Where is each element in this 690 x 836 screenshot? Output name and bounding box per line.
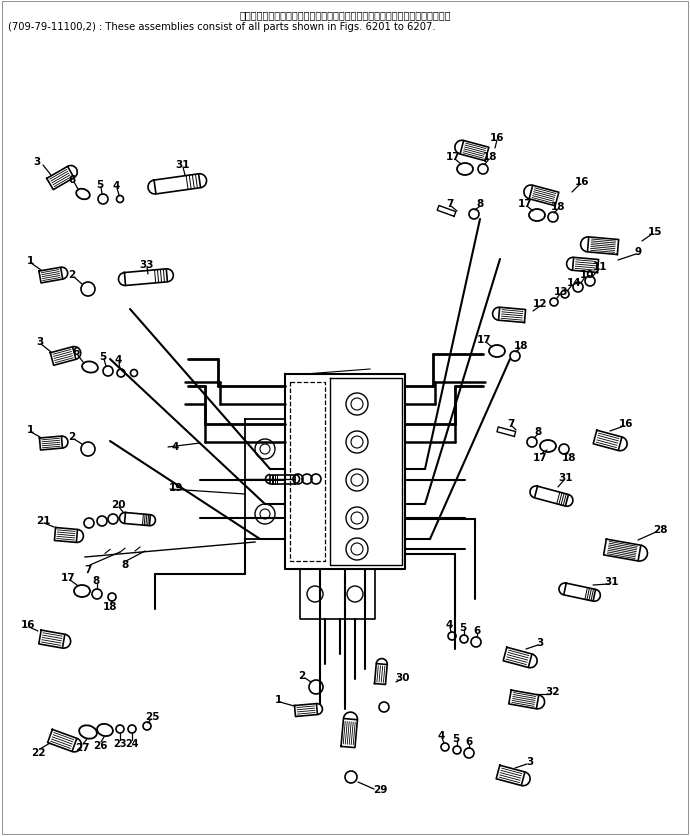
Text: 4: 4 (115, 354, 121, 364)
Text: 7: 7 (446, 199, 454, 209)
Text: 6: 6 (72, 347, 79, 357)
Text: 21: 21 (36, 515, 50, 525)
Text: 31: 31 (604, 576, 619, 586)
Text: 4: 4 (171, 441, 179, 451)
Text: 17: 17 (477, 334, 491, 344)
Text: 13: 13 (554, 287, 569, 297)
Text: 7: 7 (507, 419, 515, 429)
Text: 18: 18 (483, 152, 497, 162)
Text: 30: 30 (396, 672, 411, 682)
Text: 2: 2 (68, 270, 76, 280)
Text: 6: 6 (473, 625, 481, 635)
Text: 4: 4 (437, 730, 444, 740)
Text: 17: 17 (533, 452, 547, 462)
Text: 6: 6 (68, 175, 76, 185)
Text: 3: 3 (536, 637, 544, 647)
Text: 16: 16 (490, 133, 504, 143)
Text: 29: 29 (373, 784, 387, 794)
Text: 16: 16 (619, 419, 633, 429)
Text: 23: 23 (113, 738, 127, 748)
Text: 2: 2 (298, 670, 306, 681)
Text: 4: 4 (445, 619, 453, 630)
Text: 25: 25 (145, 711, 159, 721)
Text: 3: 3 (526, 756, 533, 766)
Text: 5: 5 (97, 180, 104, 190)
Text: 3: 3 (37, 337, 43, 347)
Text: 24: 24 (126, 738, 139, 748)
Text: 18: 18 (103, 601, 117, 611)
Text: 17: 17 (61, 573, 75, 583)
Text: 14: 14 (566, 278, 581, 288)
Text: 17: 17 (446, 152, 460, 162)
Text: 17: 17 (518, 199, 532, 209)
Text: 4: 4 (112, 181, 119, 191)
Text: 18: 18 (562, 452, 576, 462)
Text: 19: 19 (169, 482, 183, 492)
Text: 16: 16 (575, 176, 589, 186)
Text: 3: 3 (33, 157, 41, 167)
Text: 5: 5 (460, 622, 466, 632)
Text: 1: 1 (26, 256, 34, 266)
Text: 9: 9 (634, 247, 642, 257)
Text: 7: 7 (84, 564, 92, 574)
Text: 28: 28 (653, 524, 667, 534)
Text: 1: 1 (26, 425, 34, 435)
Text: 11: 11 (593, 262, 607, 272)
Text: 8: 8 (92, 575, 99, 585)
Text: 8: 8 (121, 559, 128, 569)
Text: 2: 2 (68, 431, 76, 441)
Text: 31: 31 (176, 160, 190, 170)
Text: 16: 16 (21, 619, 35, 630)
Text: 15: 15 (648, 227, 662, 237)
Text: これらのアセンブリの構成部品は第６２０１図から第６２０７図まで含みます．: これらのアセンブリの構成部品は第６２０１図から第６２０７図まで含みます． (239, 10, 451, 20)
Text: 1: 1 (275, 694, 282, 704)
Text: 32: 32 (546, 686, 560, 696)
Text: 8: 8 (476, 199, 484, 209)
Text: 18: 18 (514, 340, 529, 350)
Text: 18: 18 (551, 201, 565, 212)
Text: 33: 33 (140, 260, 155, 270)
Text: 27: 27 (75, 742, 89, 752)
Text: 22: 22 (31, 747, 46, 757)
Text: 5: 5 (453, 733, 460, 743)
Text: (709-79-11100,2) : These assemblies consist of all parts shown in Figs. 6201 to : (709-79-11100,2) : These assemblies cons… (8, 22, 435, 32)
Text: 8: 8 (534, 426, 542, 436)
Text: 20: 20 (111, 499, 126, 509)
Text: 12: 12 (533, 298, 547, 308)
Text: 10: 10 (580, 270, 594, 280)
Text: 26: 26 (92, 740, 107, 750)
Text: 31: 31 (559, 472, 573, 482)
Text: 6: 6 (465, 737, 473, 746)
Text: 5: 5 (99, 352, 107, 361)
